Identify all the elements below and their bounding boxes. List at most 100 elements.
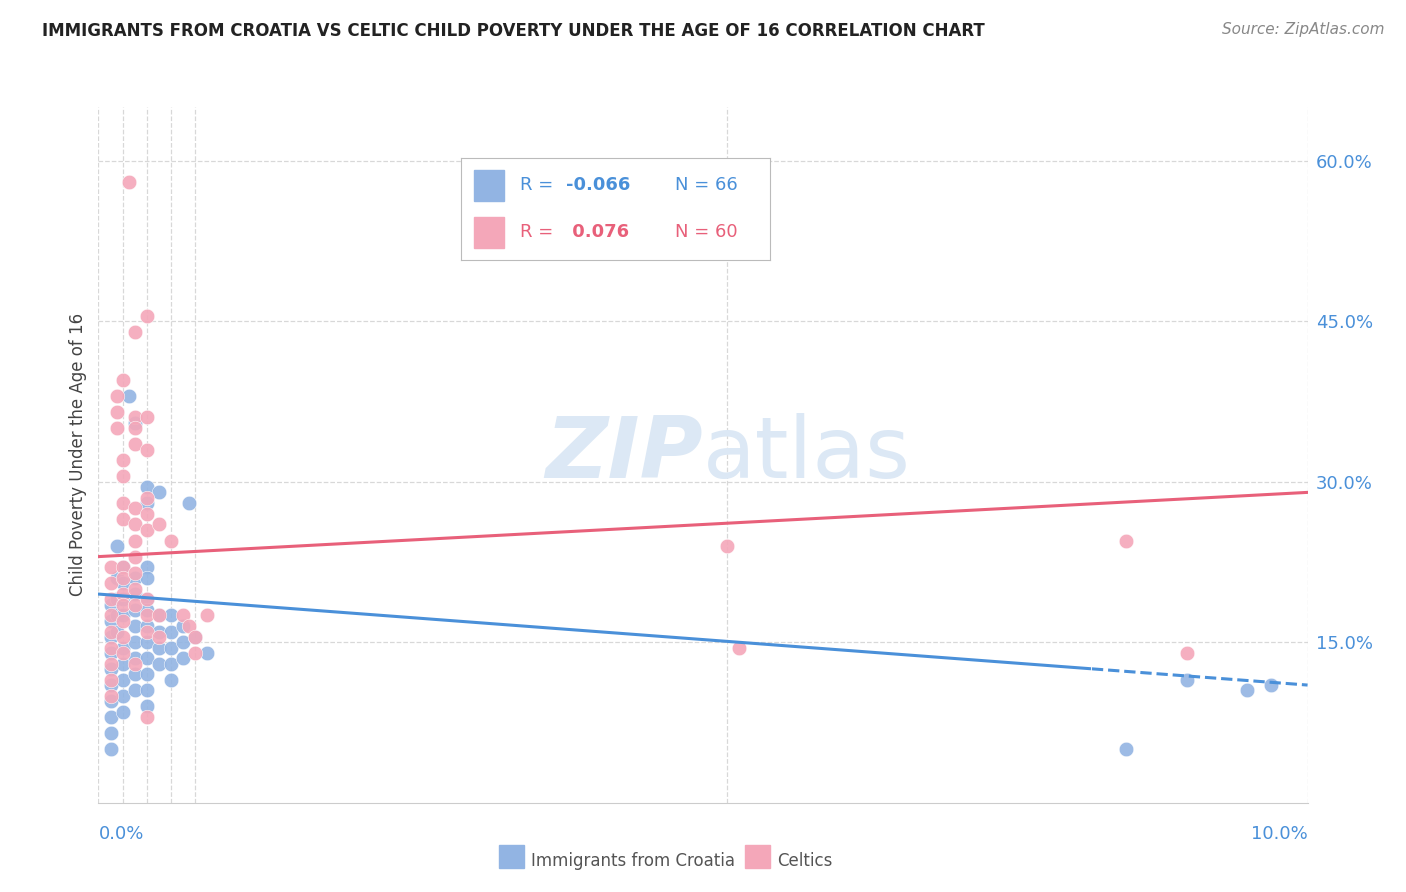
Point	[111, 512, 134, 526]
Y-axis label: Child Poverty Under the Age of 16: Child Poverty Under the Age of 16	[69, 313, 87, 597]
Point	[100, 624, 122, 639]
Point	[716, 539, 738, 553]
Point	[100, 560, 122, 574]
Point	[100, 640, 122, 655]
Point	[135, 507, 157, 521]
Point	[160, 533, 183, 548]
Point	[160, 657, 183, 671]
Point	[100, 630, 122, 644]
Point	[124, 517, 146, 532]
Point	[148, 624, 170, 639]
Point	[135, 624, 157, 639]
Point	[100, 576, 122, 591]
Point	[111, 469, 134, 483]
Point	[111, 576, 134, 591]
Point	[135, 699, 157, 714]
Text: Immigrants from Croatia: Immigrants from Croatia	[531, 852, 735, 870]
Text: -0.066: -0.066	[567, 177, 631, 194]
Point	[135, 309, 157, 323]
Point	[172, 651, 194, 665]
Point	[118, 175, 141, 189]
Point	[124, 501, 146, 516]
Point	[148, 517, 170, 532]
Point	[111, 689, 134, 703]
Point	[135, 480, 157, 494]
Point	[124, 416, 146, 430]
Point	[100, 592, 122, 607]
Point	[111, 608, 134, 623]
Point	[111, 646, 134, 660]
Text: ZIP: ZIP	[546, 413, 703, 497]
Point	[100, 646, 122, 660]
Point	[111, 673, 134, 687]
Point	[728, 640, 751, 655]
Text: 0.0%: 0.0%	[98, 825, 143, 843]
Point	[1236, 683, 1258, 698]
Point	[172, 608, 194, 623]
Point	[100, 608, 122, 623]
Text: Source: ZipAtlas.com: Source: ZipAtlas.com	[1222, 22, 1385, 37]
Text: N = 60: N = 60	[675, 223, 737, 242]
Bar	[474, 217, 505, 248]
Point	[111, 705, 134, 719]
Point	[100, 726, 122, 740]
Point	[105, 571, 128, 585]
Point	[111, 598, 134, 612]
Point	[135, 683, 157, 698]
Point	[195, 646, 218, 660]
Point	[148, 640, 170, 655]
Point	[135, 635, 157, 649]
Point	[184, 630, 207, 644]
Point	[1175, 673, 1198, 687]
Point	[148, 657, 170, 671]
Point	[124, 598, 146, 612]
Point	[111, 587, 134, 601]
Point	[124, 325, 146, 339]
Point	[184, 630, 207, 644]
Point	[148, 608, 170, 623]
Point	[135, 603, 157, 617]
Point	[111, 592, 134, 607]
Point	[124, 410, 146, 425]
Point	[100, 662, 122, 676]
Point	[100, 657, 122, 671]
Point	[135, 410, 157, 425]
Text: R =: R =	[520, 177, 560, 194]
Point	[148, 485, 170, 500]
Point	[1175, 646, 1198, 660]
Point	[135, 608, 157, 623]
Point	[172, 619, 194, 633]
Point	[124, 533, 146, 548]
Text: 0.076: 0.076	[567, 223, 630, 242]
Point	[100, 678, 122, 692]
Point	[111, 640, 134, 655]
Point	[135, 496, 157, 510]
Text: N = 66: N = 66	[675, 177, 737, 194]
Point	[111, 560, 134, 574]
Point	[124, 603, 146, 617]
Point	[135, 523, 157, 537]
Point	[118, 389, 141, 403]
Point	[135, 592, 157, 607]
Text: atlas: atlas	[703, 413, 911, 497]
Point	[179, 496, 201, 510]
Point	[111, 657, 134, 671]
Point	[135, 667, 157, 681]
Point	[160, 624, 183, 639]
Point	[105, 389, 128, 403]
Point	[148, 630, 170, 644]
Point	[1260, 678, 1282, 692]
Point	[111, 453, 134, 467]
Point	[100, 598, 122, 612]
Point	[100, 694, 122, 708]
Point	[100, 673, 122, 687]
Text: Celtics: Celtics	[778, 852, 832, 870]
Point	[124, 587, 146, 601]
Point	[124, 571, 146, 585]
Point	[1115, 533, 1137, 548]
Point	[124, 582, 146, 596]
Point	[105, 624, 128, 639]
Point	[111, 630, 134, 644]
Point	[100, 742, 122, 756]
Point	[172, 635, 194, 649]
